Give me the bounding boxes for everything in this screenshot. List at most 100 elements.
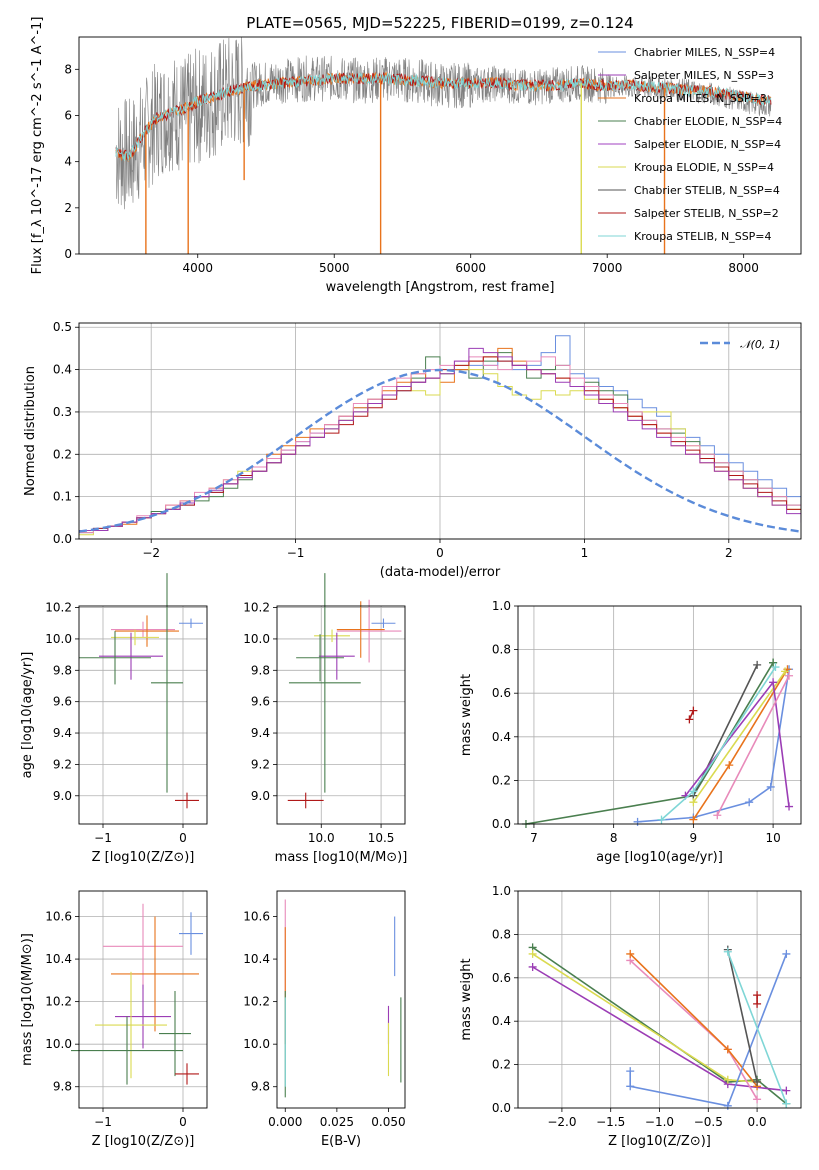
x-tick-label: 0: [179, 1115, 187, 1129]
weight-marker: [745, 798, 754, 807]
y-tick-label: 10.4: [45, 952, 72, 966]
weight-marker: [753, 999, 762, 1008]
x-tick-label: 10.5: [368, 831, 395, 845]
y-tick-label: 10.0: [243, 632, 270, 646]
weight-marker: [725, 761, 734, 770]
y-tick-label: 10.0: [45, 1037, 72, 1051]
y-tick-label: 10.6: [45, 910, 72, 924]
x-tick-label: 8000: [728, 261, 759, 275]
weight-series-line: [727, 949, 758, 1083]
weight-marker: [753, 1077, 762, 1086]
y-tick-label: 10.0: [243, 1037, 270, 1051]
weight-marker: [782, 949, 791, 958]
y-tick-label: 10.2: [45, 995, 72, 1009]
x-tick-label: −1.0: [645, 1115, 674, 1129]
axes-frame: [517, 605, 802, 825]
weight-marker: [782, 1086, 791, 1095]
weight-marker: [782, 1099, 791, 1108]
age-vs-weight-panel: 7 8 9 10 0.0 0.2 0.4 0.6 0.8 1.0 age [log10(age/yr…: [459, 599, 802, 865]
y-axis-label: mass weight: [459, 674, 474, 756]
x-tick-label: −0.5: [694, 1115, 723, 1129]
weight-marker: [769, 678, 778, 687]
x-axis-label: Z [log10(Z/Z⊙)]: [92, 850, 195, 865]
axes-frame: [78, 605, 208, 825]
y-tick-label: 0.2: [492, 1058, 511, 1072]
weight-series-line: [525, 662, 774, 825]
y-tick-label: 9.2: [251, 757, 270, 771]
axes-frame: [78, 890, 208, 1109]
weight-marker: [723, 1045, 732, 1054]
y-tick-label: 0.6: [492, 971, 511, 985]
residuals-panel: −2 −1 0 1 2 0.0 0.1 0.2 0.3 0.4 0.5 (data-model)/er…: [23, 320, 802, 580]
spectrum-plot: [115, 37, 772, 254]
weight-series-line: [727, 951, 788, 1104]
x-tick-label: 7000: [592, 261, 623, 275]
weight-marker: [753, 660, 762, 669]
y-tick-label: 10.2: [243, 995, 270, 1009]
weight-marker: [723, 1075, 732, 1084]
y-tick-label: 0: [64, 247, 72, 261]
observed-spectrum: [115, 37, 772, 210]
residuals-plot: [79, 335, 801, 536]
y-tick-label: 9.2: [53, 757, 72, 771]
weight-marker: [753, 1095, 762, 1104]
histogram-series: [79, 364, 801, 536]
y-tick-label: 9.0: [251, 789, 270, 803]
spectrum-panel: 4000 5000 6000 7000 8000 0 2 4 6 8 wavelength [Ang…: [30, 17, 802, 295]
x-axis-label: mass [log10(M/M⊙)]: [275, 850, 408, 865]
y-tick-label: 0.6: [492, 686, 511, 700]
weight-marker: [626, 1082, 635, 1091]
weight-marker: [626, 1067, 635, 1076]
y-tick-label: 9.4: [251, 726, 270, 740]
legend-entry: Chabrier MILES, N_SSP=4: [634, 46, 775, 59]
y-tick-label: 0.8: [492, 643, 511, 657]
y-tick-label: 0.4: [492, 730, 511, 744]
x-axis-label: Z [log10(Z/Z⊙)]: [608, 1134, 711, 1149]
legend-entry: Kroupa STELIB, N_SSP=4: [634, 230, 772, 243]
weight-marker: [723, 1101, 732, 1110]
weight-marker: [766, 782, 775, 791]
legend-entry: Salpeter STELIB, N_SSP=2: [634, 207, 779, 220]
y-tick-label: 0.1: [53, 490, 72, 504]
histogram-series: [79, 347, 801, 531]
legend-entry: Kroupa ELODIE, N_SSP=4: [634, 161, 774, 174]
histogram-series: [79, 356, 801, 531]
histogram-series: [79, 356, 801, 534]
model-spectrum: [115, 72, 772, 162]
weight-series-line: [692, 670, 786, 803]
weight-marker: [689, 815, 698, 824]
weight-marker: [753, 991, 762, 1000]
y-tick-label: 6: [64, 108, 72, 122]
y-tick-label: 9.6: [53, 695, 72, 709]
x-tick-label: −1.5: [596, 1115, 625, 1129]
y-tick-label: 9.8: [251, 663, 270, 677]
z-vs-age-panel: −1 0 9.0 9.2 9.4 9.6 9.8 10.0 10.2 Z [log10(Z/Z⊙)…: [20, 573, 208, 865]
y-tick-label: 0.4: [492, 1014, 511, 1028]
legend-entry: 𝒩(0, 1): [740, 338, 780, 351]
x-axis-label: Z [log10(Z/Z⊙)]: [92, 1134, 195, 1149]
x-axis-label: age [log10(age/yr)]: [596, 850, 723, 865]
weight-marker: [633, 817, 642, 826]
y-axis-label: age [log10(age/yr)]: [20, 652, 35, 779]
x-tick-label: 0.000: [268, 1115, 302, 1129]
axes-frame: [78, 322, 802, 540]
x-tick-label: −2.0: [547, 1115, 576, 1129]
y-tick-label: 0.0: [492, 817, 511, 831]
x-tick-label: 7: [530, 831, 538, 845]
x-tick-label: 0.025: [320, 1115, 354, 1129]
x-tick-label: 0.0: [748, 1115, 767, 1129]
y-tick-label: 1.0: [492, 884, 511, 898]
x-tick-label: 0: [179, 831, 187, 845]
y-axis-label: mass [log10(M/M⊙)]: [20, 933, 35, 1066]
weight-marker: [713, 811, 722, 820]
z-vs-mass-panel: −1 0 9.8 10.0 10.2 10.4 10.6 Z [log10(Z/Z⊙)] mas…: [20, 890, 208, 1149]
y-tick-label: 0.2: [53, 447, 72, 461]
y-tick-label: 0.2: [492, 773, 511, 787]
x-tick-label: −2: [142, 546, 160, 560]
y-tick-label: 1.0: [492, 599, 511, 613]
y-axis-label: mass weight: [459, 958, 474, 1040]
y-axis-label: Normed distribution: [23, 366, 38, 496]
y-tick-label: 10.6: [243, 910, 270, 924]
weight-series-line: [716, 675, 790, 816]
